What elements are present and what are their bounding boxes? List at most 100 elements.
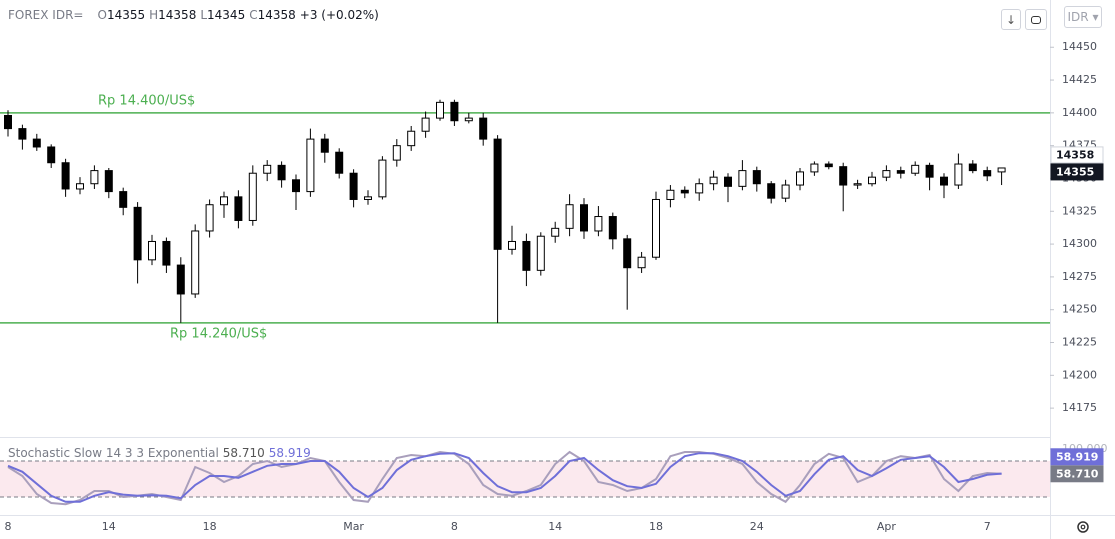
price-badge: 14355 <box>1056 165 1094 178</box>
candle-body <box>148 240 156 261</box>
candle-body <box>666 189 675 200</box>
price-header: FOREX IDR= O14355 H14358 L14345 C14358 +3 (… <box>8 8 379 22</box>
candle-body <box>4 114 12 130</box>
x-tick-label: 7 <box>984 520 991 533</box>
indicator-badge-bg <box>1050 465 1104 483</box>
ohlc-item: L14345 <box>200 8 245 22</box>
candle-body <box>104 170 113 193</box>
candle-body <box>983 170 992 177</box>
candle-body <box>925 164 934 178</box>
ohlc-value: 14345 <box>207 8 246 22</box>
gear-hub[interactable] <box>1080 524 1086 530</box>
price-badge-bg <box>1050 163 1104 181</box>
indicator-header: Stochastic Slow 14 3 3 Exponential 58.71… <box>8 446 311 460</box>
y-tick-label: 14450 <box>1062 40 1097 53</box>
x-tick-label: 8 <box>451 520 458 533</box>
candle-body <box>76 183 84 190</box>
indicator-value: 58.710 <box>222 446 265 460</box>
candle-body <box>752 170 761 185</box>
change: +3 (+0.02%) <box>299 8 379 22</box>
indicator-value: 58.919 <box>268 446 311 460</box>
y-tick-label: 14275 <box>1062 270 1097 283</box>
x-tick-label: 18 <box>203 520 217 533</box>
candle-body <box>954 163 963 186</box>
candle-body <box>335 151 344 174</box>
candle-body <box>623 238 632 269</box>
ohlc-label: H <box>149 8 159 22</box>
candle-body <box>47 146 56 164</box>
candle-body <box>436 101 444 119</box>
x-tick-label: Apr <box>877 520 897 533</box>
x-tick-label: 18 <box>649 520 663 533</box>
x-tick-label: 14 <box>102 520 116 533</box>
candle-body <box>580 204 588 232</box>
candle-body <box>810 163 819 173</box>
candle-body <box>868 176 876 185</box>
candle-body <box>176 264 185 295</box>
candle-body <box>522 240 531 271</box>
symbol-title: FOREX IDR= <box>8 8 84 22</box>
price-badge: 14358 <box>1056 148 1094 161</box>
candle-body <box>738 170 747 187</box>
candle-body <box>896 170 905 174</box>
candle-body <box>119 191 128 208</box>
candle-body <box>364 196 372 200</box>
refresh-button[interactable] <box>1025 9 1047 30</box>
ohlc-values: O14355 H14358 L14345 C14358 <box>97 8 295 22</box>
candle-body <box>421 117 430 132</box>
indicator-badge: 58.919 <box>1056 450 1098 463</box>
candle-body <box>997 167 1006 173</box>
candle-body <box>191 230 200 295</box>
candle-body <box>594 216 603 232</box>
candle-body <box>464 117 473 122</box>
candle-body <box>565 204 574 229</box>
ohlc-item: O14355 <box>97 8 145 22</box>
candle-body <box>781 184 790 199</box>
x-tick-label: 14 <box>548 520 562 533</box>
gear[interactable] <box>1077 521 1089 533</box>
x-tick-label: 24 <box>750 520 764 533</box>
candle-body <box>882 170 891 178</box>
candle-body <box>18 128 27 140</box>
scroll-button[interactable]: ↓ <box>1001 9 1021 30</box>
indicator-line <box>7 450 1002 506</box>
candle-body <box>911 164 920 174</box>
ohlc-label: L <box>200 8 208 22</box>
y-tick-label: 14300 <box>1062 237 1097 250</box>
candle-body <box>378 159 387 198</box>
candle-body <box>479 117 488 140</box>
candle-body <box>493 138 502 250</box>
settings-icon[interactable] <box>1077 521 1089 533</box>
candle-body <box>536 235 545 271</box>
y-tick-label: 14400 <box>1062 106 1097 119</box>
candle-body <box>263 164 272 174</box>
candle-body <box>349 172 358 200</box>
indicator-line <box>7 452 1002 503</box>
candle-body <box>61 162 70 190</box>
candle-body <box>450 101 459 122</box>
refresh-icon[interactable] <box>1030 14 1042 26</box>
price-badge-bg <box>1050 146 1104 164</box>
currency-label[interactable]: IDR <box>1067 10 1089 24</box>
ohlc-label: O <box>97 8 107 22</box>
refresh-shape[interactable] <box>1031 15 1041 24</box>
indicator-badge: 58.710 <box>1056 467 1099 480</box>
y-tick-label: 14175 <box>1062 401 1097 414</box>
candle-body <box>392 145 401 161</box>
y-tick-label: 14425 <box>1062 73 1097 86</box>
candle-body <box>90 170 99 185</box>
candle-body <box>968 163 977 172</box>
candle-body <box>637 256 646 269</box>
candle-body <box>277 164 286 181</box>
candle-body <box>695 183 704 194</box>
currency-button[interactable]: IDR ▾ <box>1064 6 1102 28</box>
candle-body <box>306 138 315 193</box>
candle-body <box>248 172 257 221</box>
horizontal-line-label: Rp 14.240/US$ <box>170 326 267 341</box>
x-tick-label: Mar <box>343 520 364 533</box>
candle-body <box>839 166 848 186</box>
candle-body <box>32 138 41 148</box>
x-tick-label: 8 <box>5 520 12 533</box>
candle-body <box>767 183 776 199</box>
